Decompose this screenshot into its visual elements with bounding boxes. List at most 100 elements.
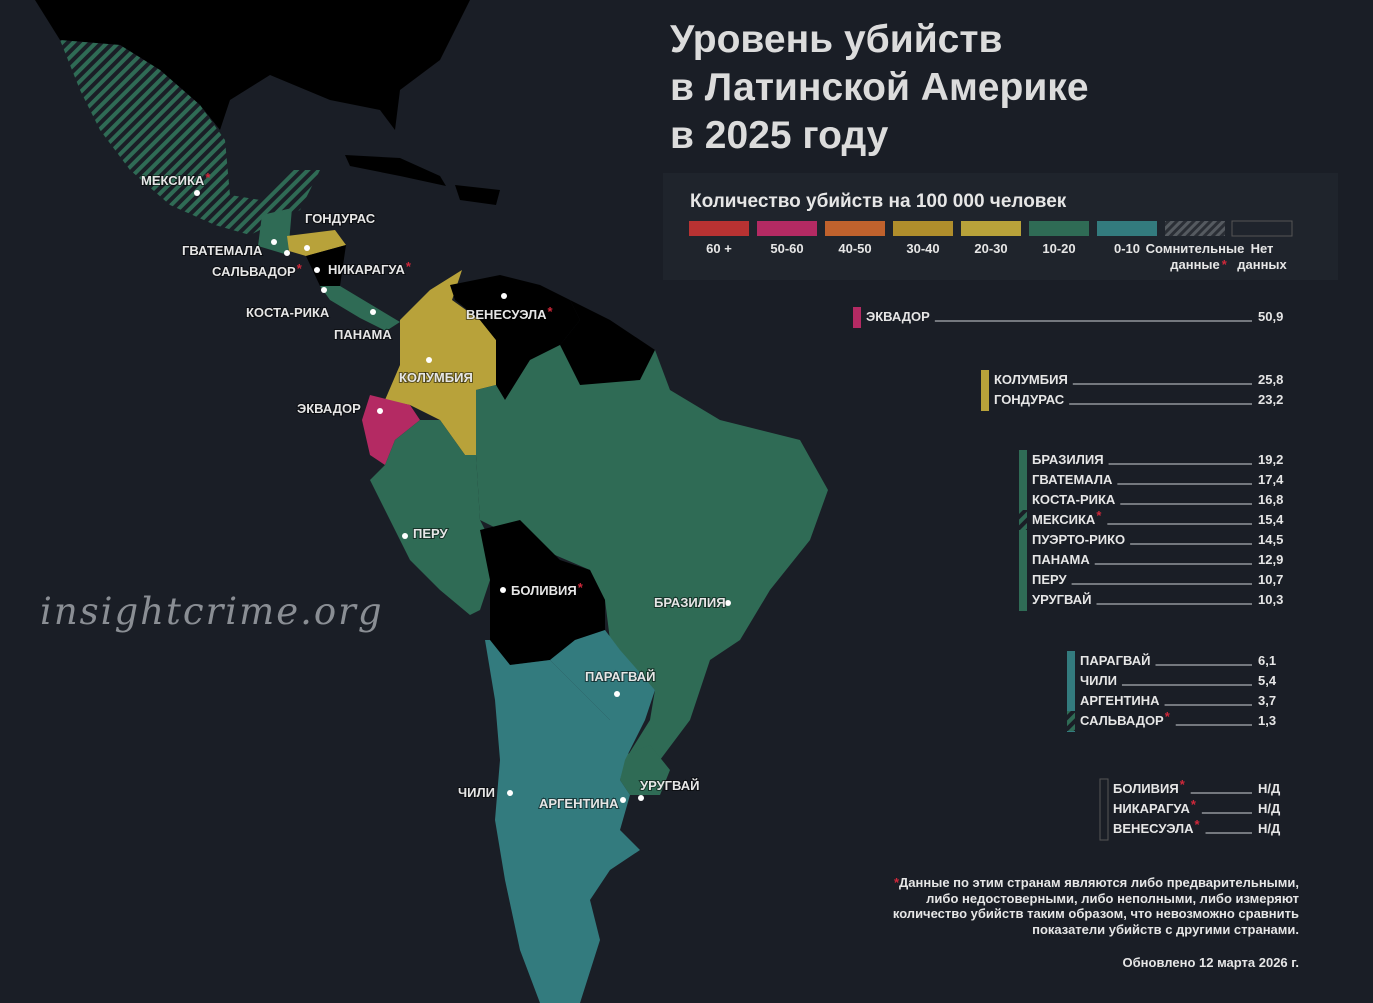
map-dot — [271, 239, 277, 245]
group-bar — [981, 370, 989, 411]
legend-label: 30-40 — [906, 241, 939, 256]
group-bar — [853, 307, 861, 328]
map-dot — [620, 797, 626, 803]
country-value: Н/Д — [1258, 821, 1281, 836]
rankings: ЭКВАДОР 50,9 КОЛУМБИЯ 25,8 ГОНДУРАС 23,2 БРАЗИ… — [853, 307, 1284, 841]
group-bar — [1067, 651, 1075, 732]
note-mark: * — [297, 261, 303, 276]
legend-label: 40-50 — [838, 241, 871, 256]
map-label: КОСТА-РИКА — [246, 305, 330, 320]
map-label: ПАРАГВАЙ — [585, 669, 656, 684]
note-mark: * — [1195, 817, 1201, 832]
country-value: Н/Д — [1258, 801, 1281, 816]
legend-label: 10-20 — [1042, 241, 1075, 256]
country-value: 12,9 — [1258, 552, 1283, 567]
legend: 60 + 50-60 40-50 30-40 20-30 10-20 0-10 Сомните… — [689, 220, 1293, 272]
country-name: НИКАРАГУА — [1113, 801, 1190, 816]
map-dot — [284, 250, 290, 256]
country-name: ЭКВАДОР — [866, 309, 930, 324]
legend-swatch — [1029, 221, 1089, 236]
note-mark: * — [1191, 797, 1197, 812]
country-name: ПАНАМА — [1032, 552, 1090, 567]
map-label: БОЛИВИЯ — [511, 583, 577, 598]
map-dot — [402, 533, 408, 539]
country-value: 3,7 — [1258, 693, 1276, 708]
footnote-text: Данные по этим странам являются либо пре… — [899, 875, 1299, 890]
legend-label: данные — [1170, 257, 1220, 272]
legend-swatch — [893, 221, 953, 236]
legend-swatch — [757, 221, 817, 236]
note-mark: * — [894, 875, 900, 890]
map-label: ПАНАМА — [334, 327, 392, 342]
map-label: ГВАТЕМАЛА — [182, 243, 263, 258]
title-line: в 2025 году — [670, 114, 889, 157]
country-name: ПАРАГВАЙ — [1080, 653, 1151, 668]
country-name: БРАЗИЛИЯ — [1032, 452, 1104, 467]
map-dot — [377, 408, 383, 414]
map-dot — [638, 795, 644, 801]
group-bar — [1019, 450, 1027, 611]
legend-label: 0-10 — [1114, 241, 1140, 256]
country-value: 14,5 — [1258, 532, 1283, 547]
note-mark: * — [548, 304, 554, 319]
legend-label: Нет — [1251, 241, 1274, 256]
legend-swatch — [825, 221, 885, 236]
legend-label: 50-60 — [770, 241, 803, 256]
country-name: ЧИЛИ — [1080, 673, 1117, 688]
country-name: САЛЬВАДОР — [1080, 713, 1164, 728]
country-value: 15,4 — [1258, 512, 1284, 527]
footnote-line: количество убийств таким образом, что не… — [893, 906, 1299, 921]
watermark: insightcrime.org — [40, 590, 384, 633]
map-label: УРУГВАЙ — [640, 778, 700, 793]
title-line: Уровень убийств — [670, 18, 1002, 61]
map-dot — [500, 587, 506, 593]
map-label: АРГЕНТИНА — [539, 796, 619, 811]
map-dot — [614, 691, 620, 697]
country-value: 19,2 — [1258, 452, 1283, 467]
country-value: Н/Д — [1258, 781, 1281, 796]
doubtful-mark — [1067, 711, 1075, 731]
country-name: КОСТА-РИКА — [1032, 492, 1116, 507]
note-mark: * — [578, 580, 584, 595]
country-value: 23,2 — [1258, 392, 1283, 407]
note-mark: * — [1165, 709, 1171, 724]
legend-title: Количество убийств на 100 000 человек — [690, 191, 1067, 212]
legend-swatch — [1097, 221, 1157, 236]
map-dot — [194, 190, 200, 196]
country-name: ГОНДУРАС — [994, 392, 1065, 407]
map-label: ЧИЛИ — [458, 785, 495, 800]
map-label: ЭКВАДОР — [297, 401, 361, 416]
country-value: 16,8 — [1258, 492, 1283, 507]
country-name: ПУЭРТО-РИКО — [1032, 532, 1125, 547]
country-name: ГВАТЕМАЛА — [1032, 472, 1113, 487]
legend-label: 60 + — [706, 241, 732, 256]
legend-swatch — [689, 221, 749, 236]
doubtful-mark — [1019, 510, 1027, 530]
legend-label: Сомнительные — [1146, 241, 1245, 256]
country-name: БОЛИВИЯ — [1113, 781, 1179, 796]
map-dot — [304, 245, 310, 251]
footnote-line: показатели убийств с другими странами. — [1032, 922, 1299, 937]
country-name: АРГЕНТИНА — [1080, 693, 1160, 708]
map-dot — [426, 357, 432, 363]
country-value: 25,8 — [1258, 372, 1283, 387]
footnote-line: *Данные по этим странам являются либо пр… — [894, 875, 1299, 890]
country-name: МЕКСИКА — [1032, 512, 1096, 527]
note-mark: * — [406, 259, 412, 274]
map-dot — [370, 309, 376, 315]
country-name: КОЛУМБИЯ — [994, 372, 1068, 387]
country-value: 17,4 — [1258, 472, 1284, 487]
country-value: 50,9 — [1258, 309, 1283, 324]
note-mark: * — [1096, 508, 1102, 523]
legend-swatch — [961, 221, 1021, 236]
country-value: 10,3 — [1258, 592, 1283, 607]
footnote-line: либо недостоверными, либо неполными, либ… — [926, 891, 1299, 906]
map-dot — [725, 600, 731, 606]
title-line: в Латинской Америке — [670, 66, 1089, 109]
note-mark: * — [1180, 777, 1186, 792]
map-label: САЛЬВАДОР — [212, 264, 296, 279]
updated: Обновлено 12 марта 2026 г. — [1123, 955, 1299, 970]
country-name: ПЕРУ — [1032, 572, 1068, 587]
